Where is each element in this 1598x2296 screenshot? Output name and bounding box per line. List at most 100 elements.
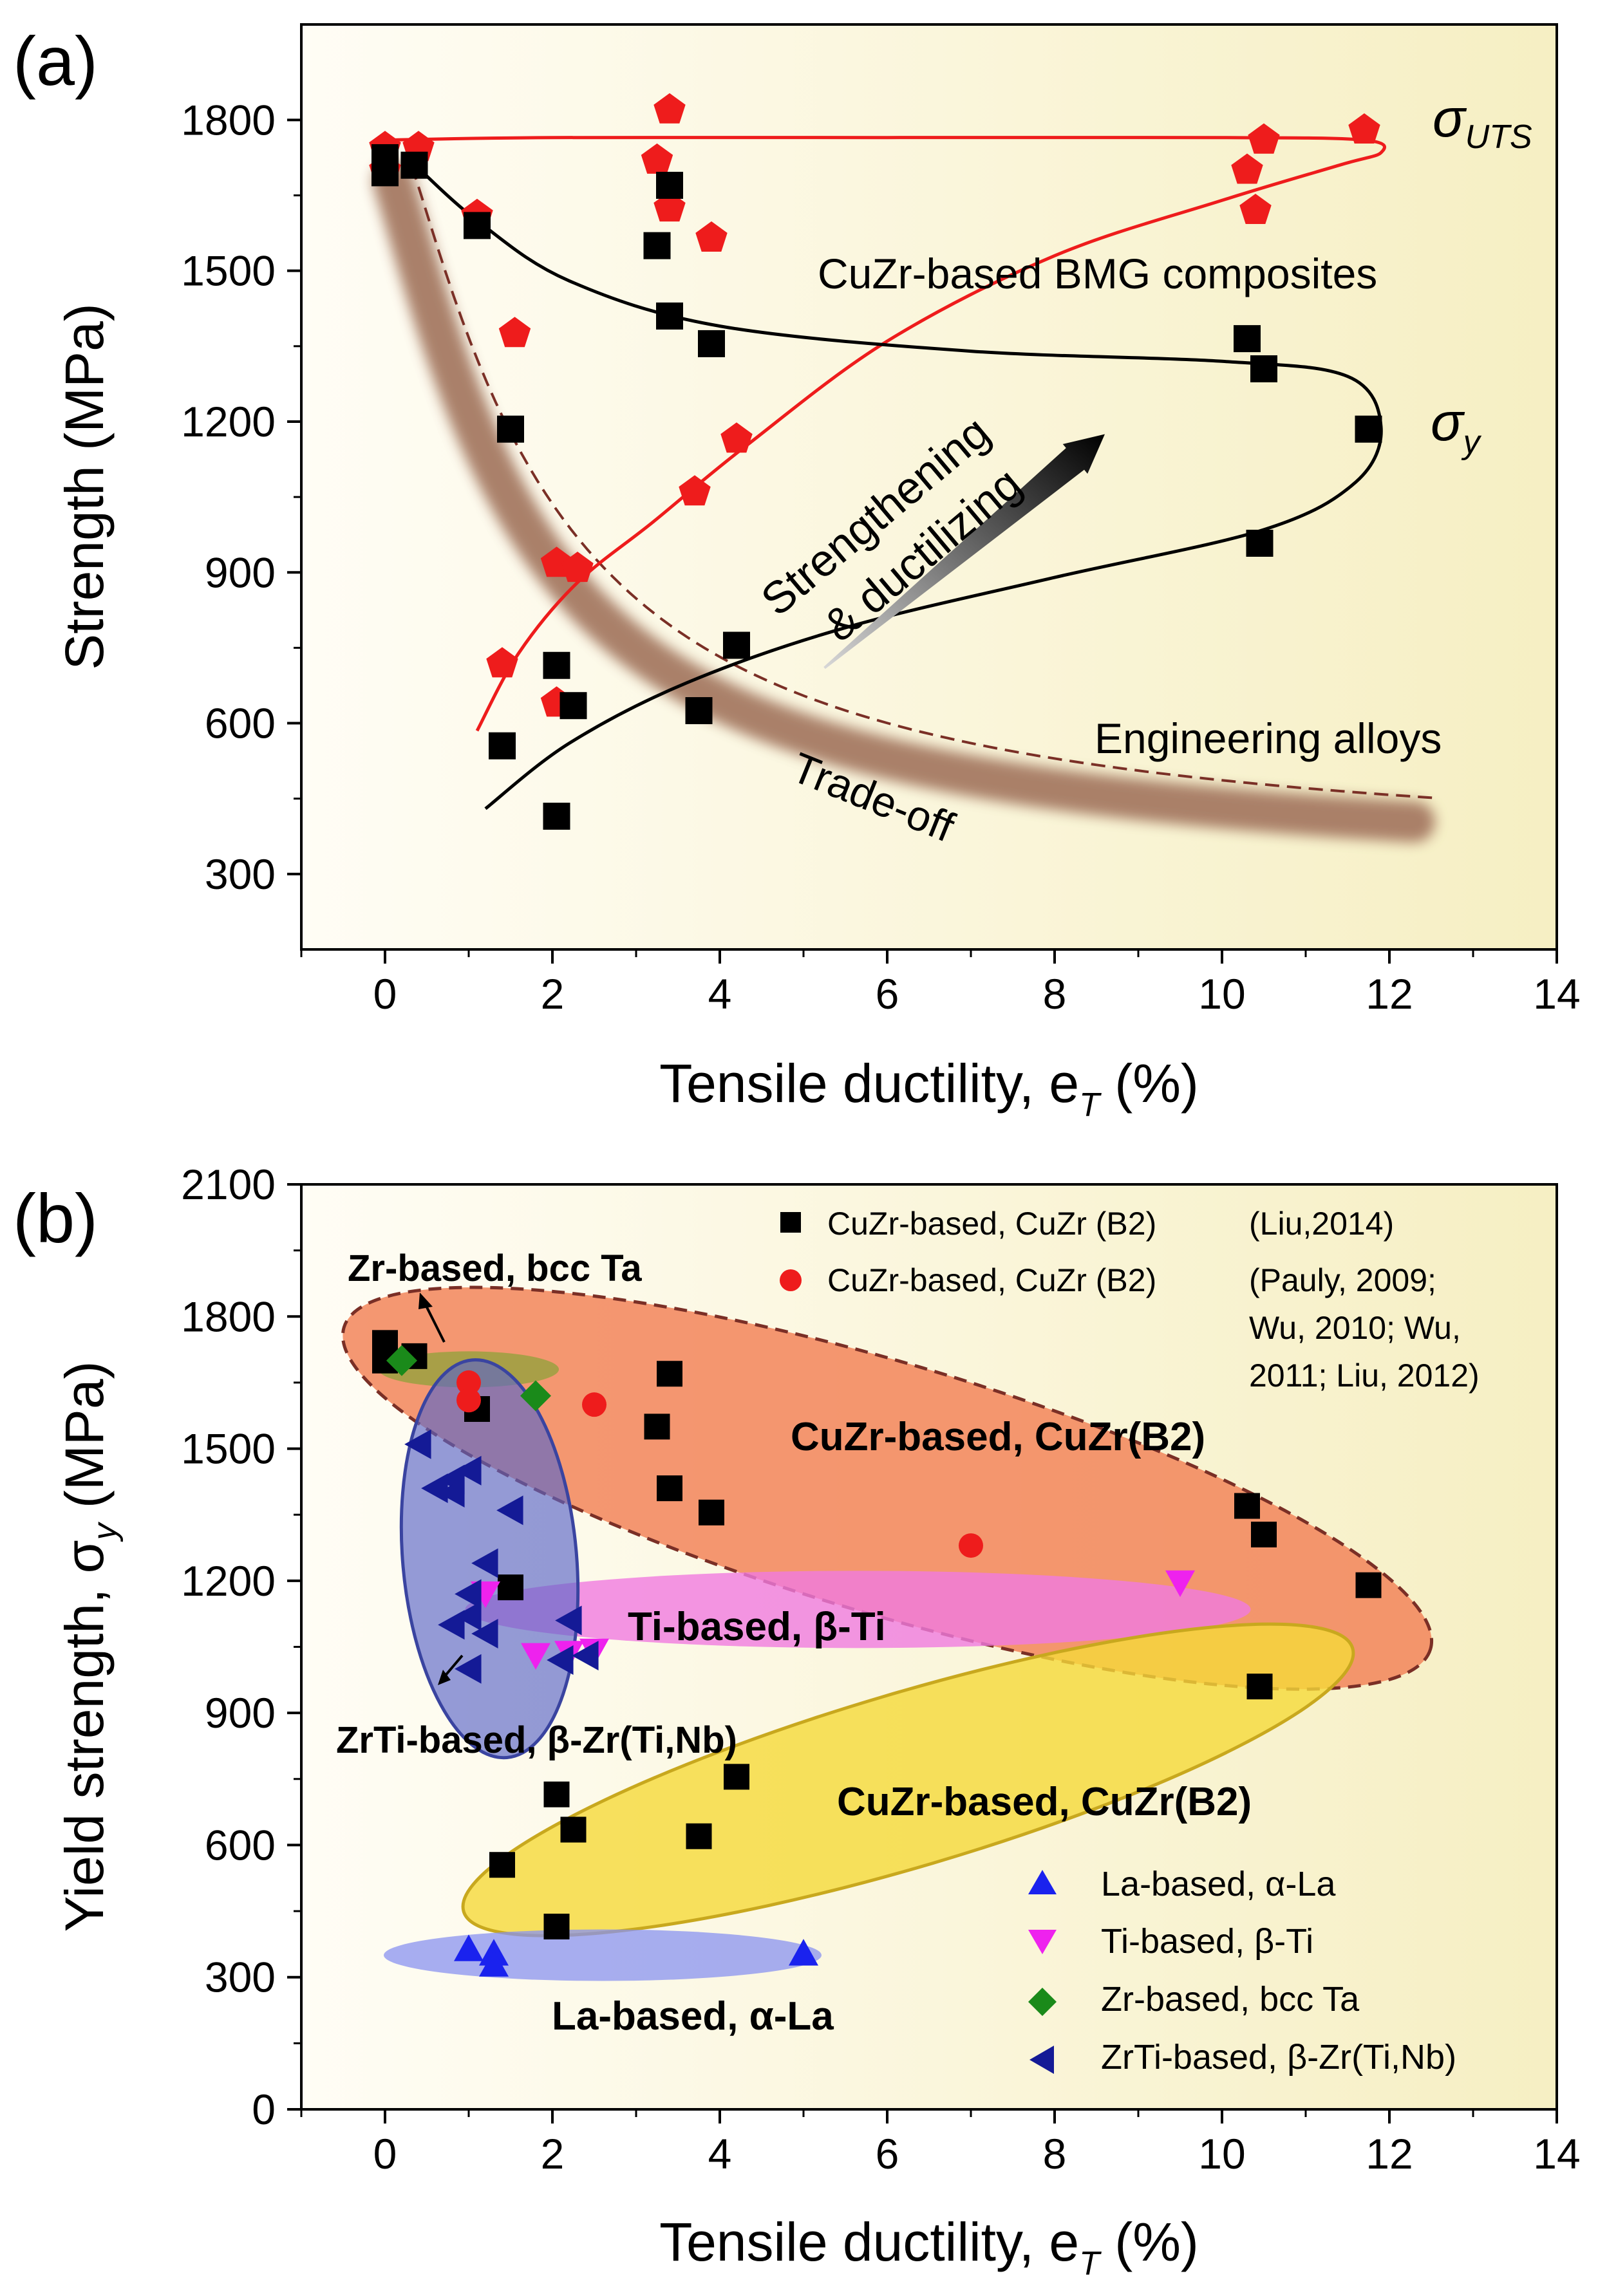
legend-bottom: La-based, α-La Ti-based, β-Ti Zr-based, … [1028,1865,1456,2077]
yield-point [400,151,428,179]
cuzr-square-point [1246,1674,1273,1700]
uts-point [641,143,673,174]
strengthening-arrow [823,434,1105,669]
zrti-point [496,1495,523,1526]
cuzr-square-point [724,1764,749,1790]
legend-triangle-left-marker [1029,2046,1054,2074]
yield-point [371,159,399,187]
legend-top: CuZr-based, CuZr (B2) (Liu,2014) CuZr-ba… [780,1206,1480,1394]
legend-triangle-up-marker [1028,1870,1057,1894]
legend-diamond-marker [1028,1988,1057,2016]
x-axis-title-a: Tensile ductility, eT (%) [659,1053,1199,1124]
zrti-label-pointer [443,1654,464,1678]
b-y-tick-label: 1200 [181,1557,276,1605]
b-y-tick-label: 600 [205,1821,276,1869]
ti-point [1165,1570,1195,1598]
panel-a-label: (a) [13,22,98,100]
cuzr-circle-point [456,1370,481,1395]
b-x-tick-label: 12 [1366,2130,1413,2178]
panel-b: (b) 0 2 4 6 8 10 12 14 0 300 600 900 1200 1500 1800 210… [13,1161,1581,2282]
cuzr-square-point [498,1574,523,1601]
region-label-zrti: ZrTi-based, β-Zr(Ti,Nb) [336,1719,737,1761]
la-point [789,1939,818,1966]
legend-item-zr: Zr-based, bcc Ta [1101,1980,1360,2019]
plot-frame-a [300,23,1558,951]
a-x-tick-label: 0 [373,970,397,1018]
cuzr-circle-point [456,1388,481,1413]
region-label-cuzr-lower: CuZr-based, CuZr(B2) [837,1780,1252,1824]
b-x-tick-label: 14 [1533,2130,1580,2178]
uts-point [720,422,753,453]
legend-item-la: La-based, α-La [1101,1865,1336,1903]
panel-b-label: (b) [13,1179,98,1257]
a-y-tick-label: 600 [205,700,276,747]
zrti-point [404,1429,431,1459]
yield-point [1250,355,1277,382]
zrti-point [547,1645,574,1675]
region-label-zr-bcc-ta: Zr-based, bcc Ta [348,1247,642,1289]
zr-point [520,1380,551,1412]
uts-point [653,93,686,124]
b-x-tick-label: 6 [876,2130,899,2178]
uts-point [561,552,594,583]
a-x-tick-label: 14 [1533,970,1580,1018]
region-label-la-alpha: La-based, α-La [552,1994,834,2039]
yield-point [1234,325,1261,353]
yield-point [1246,529,1274,557]
a-y-tick-label: 300 [205,850,276,898]
a-y-tick-label: 1200 [181,398,276,445]
trade-off-boundary [410,165,1433,799]
yield-point [543,803,570,830]
b-y-tick-label: 1800 [181,1293,276,1340]
a-y-tick-label: 1500 [181,247,276,295]
yield-point [698,330,725,357]
legend-ref-circle-2: Wu, 2010; Wu, [1249,1310,1461,1346]
cuzr-circle-point [582,1392,606,1417]
cuzr-square-point [1251,1522,1277,1548]
uts-point [1348,113,1380,144]
cuzr-square-point [699,1499,724,1526]
legend-ref-square: (Liu,2014) [1249,1206,1394,1242]
yield-point [685,697,713,725]
legend-item-square: CuZr-based, CuZr (B2) [827,1206,1156,1242]
zrti-point [471,1548,498,1578]
zrti-point [455,1455,482,1486]
yield-point [489,732,516,760]
legend-triangle-down-marker [1028,1930,1057,1954]
b-y-tick-label: 1500 [181,1425,276,1473]
yield-point [656,171,683,199]
uts-trend-curve [384,135,1386,732]
b-x-tick-label: 2 [541,2130,565,2178]
b-x-tick-label: 8 [1043,2130,1067,2178]
a-x-tick-label: 2 [541,970,565,1018]
yield-point [643,232,671,259]
la-point [479,1950,509,1977]
cuzr-square-point [686,1823,712,1849]
cuzr-circle-point [959,1533,983,1558]
zr-pointer-head [418,1293,433,1309]
x-axis-title-b: Tensile ductility, eT (%) [659,2212,1199,2282]
uts-point [695,221,728,252]
a-y-tick-label: 1800 [181,96,276,144]
region-label-cuzr-upper: CuZr-based, CuZr(B2) [791,1415,1205,1459]
zrti-point [455,1601,482,1631]
legend-ref-circle-1: (Pauly, 2009; [1249,1262,1436,1298]
legend-item-zrti: ZrTi-based, β-Zr(Ti,Nb) [1101,2038,1456,2077]
yield-point [723,631,750,659]
zrti-point [572,1641,599,1671]
trade-off-band [373,161,1435,843]
b-y-tick-label: 300 [205,1954,276,2001]
cuzr-square-point [560,1816,587,1843]
a-x-tick-label: 10 [1198,970,1245,1018]
a-y-tick-label: 900 [205,548,276,596]
legend-ref-circle-3: 2011; Liu, 2012) [1249,1358,1480,1394]
zrti-point [471,1618,498,1648]
b-y-tick-label: 2100 [181,1161,276,1208]
bmg-composites-label: CuZr-based BMG composites [818,250,1377,297]
uts-point [679,475,711,506]
a-x-tick-label: 8 [1043,970,1067,1018]
legend-square-marker [780,1212,801,1233]
zrti-point [555,1605,582,1636]
y-axis-title-b: Yield strength, σy (MPa) [54,1361,124,1932]
cuzr-square-point [644,1414,670,1440]
